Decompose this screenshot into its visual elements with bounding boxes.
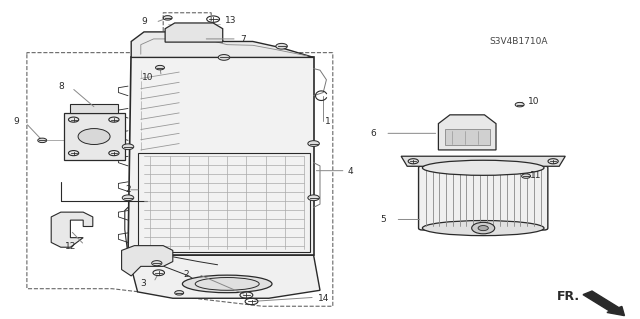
Polygon shape xyxy=(70,104,118,113)
Ellipse shape xyxy=(422,160,544,175)
Circle shape xyxy=(276,43,287,49)
Text: 3: 3 xyxy=(140,279,146,288)
Text: 14: 14 xyxy=(318,294,330,303)
Text: S3V4B1710A: S3V4B1710A xyxy=(489,37,548,46)
Text: 2: 2 xyxy=(183,270,189,279)
Circle shape xyxy=(78,129,110,145)
Circle shape xyxy=(175,291,184,295)
Text: 9: 9 xyxy=(13,117,19,126)
Text: 10: 10 xyxy=(142,73,154,82)
Ellipse shape xyxy=(182,275,272,293)
Polygon shape xyxy=(165,23,223,42)
Circle shape xyxy=(308,141,319,146)
Circle shape xyxy=(218,55,230,60)
Polygon shape xyxy=(401,156,565,166)
Polygon shape xyxy=(128,57,314,255)
Polygon shape xyxy=(445,129,490,145)
Circle shape xyxy=(472,222,495,234)
Text: 7: 7 xyxy=(240,35,246,44)
Polygon shape xyxy=(131,32,314,57)
FancyBboxPatch shape xyxy=(419,166,548,230)
Polygon shape xyxy=(64,113,125,160)
Text: 1: 1 xyxy=(325,117,331,126)
Bar xyxy=(138,153,310,252)
Polygon shape xyxy=(51,212,93,247)
Circle shape xyxy=(122,195,134,201)
Text: 6: 6 xyxy=(371,129,376,138)
Text: 11: 11 xyxy=(530,171,541,180)
Circle shape xyxy=(522,174,531,178)
Text: FR.: FR. xyxy=(557,290,580,302)
Circle shape xyxy=(122,144,134,150)
Text: 5: 5 xyxy=(380,215,386,224)
Circle shape xyxy=(515,102,524,107)
Text: 10: 10 xyxy=(528,97,540,106)
FancyArrow shape xyxy=(583,291,625,315)
Text: 9: 9 xyxy=(141,17,147,26)
Circle shape xyxy=(156,65,164,70)
Circle shape xyxy=(308,195,319,201)
Polygon shape xyxy=(128,255,320,298)
Circle shape xyxy=(478,226,488,231)
Text: 4: 4 xyxy=(348,167,353,176)
Text: 12: 12 xyxy=(65,242,77,251)
Circle shape xyxy=(163,16,172,20)
Ellipse shape xyxy=(422,220,544,236)
Polygon shape xyxy=(438,115,496,150)
Text: 2: 2 xyxy=(125,185,131,194)
Circle shape xyxy=(38,138,47,143)
Text: 13: 13 xyxy=(225,16,237,25)
Polygon shape xyxy=(122,246,173,276)
Circle shape xyxy=(152,261,162,266)
Text: 8: 8 xyxy=(58,82,64,91)
